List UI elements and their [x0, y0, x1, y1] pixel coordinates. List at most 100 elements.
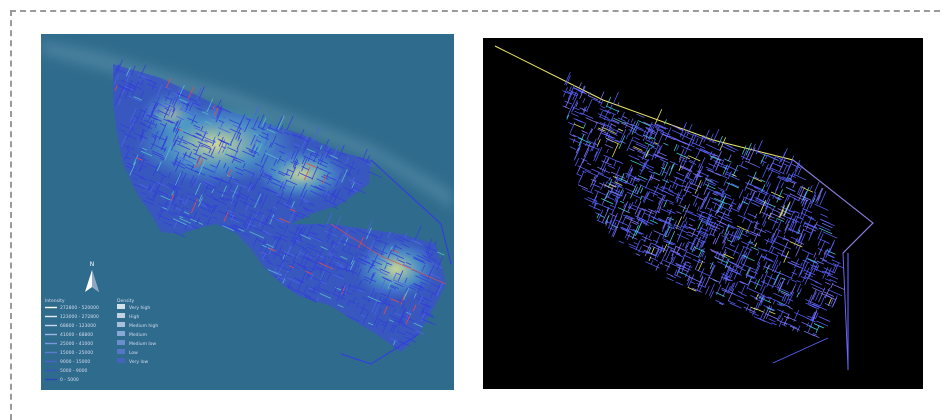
- street-segment: [615, 197, 619, 203]
- street-segment: [652, 208, 659, 221]
- street-segment: [654, 153, 669, 161]
- street-segment: [771, 254, 779, 269]
- street-segment: [712, 159, 718, 169]
- street-segment: [250, 174, 255, 178]
- street-segment: [170, 108, 176, 118]
- street-segment: [372, 319, 377, 328]
- street-segment: [609, 227, 614, 231]
- street-segment: [632, 228, 645, 235]
- street-segment: [184, 207, 189, 210]
- street-segment: [631, 121, 639, 135]
- street-segment: [152, 164, 159, 177]
- street-segment: [312, 232, 319, 236]
- street-segment: [817, 233, 824, 246]
- street-segment: [595, 146, 603, 162]
- street-segment: [156, 213, 170, 221]
- street-segment: [273, 236, 277, 241]
- street-segment: [370, 272, 375, 279]
- street-segment: [670, 249, 681, 255]
- street-segment: [810, 257, 817, 271]
- street-segment: [218, 139, 227, 144]
- street-segment: [562, 105, 570, 110]
- street-segment: [193, 124, 201, 129]
- street-segment: [195, 217, 200, 225]
- street-segment: [240, 193, 249, 198]
- street-segment: [364, 244, 368, 250]
- street-segment: [810, 185, 813, 190]
- street-segment: [252, 178, 259, 191]
- street-segment: [734, 281, 739, 288]
- street-segment: [333, 274, 345, 280]
- street-segment: [232, 158, 242, 164]
- street-segment: [777, 309, 790, 316]
- street-segment: [795, 235, 803, 249]
- street-segment: [125, 67, 131, 77]
- street-segment: [649, 175, 653, 181]
- street-segment: [393, 279, 407, 287]
- street-segment: [763, 261, 768, 270]
- street-segment: [380, 320, 387, 324]
- street-segment: [585, 139, 589, 147]
- street-segment: [275, 232, 289, 239]
- street-segment: [272, 252, 277, 260]
- street-segment: [574, 110, 583, 115]
- street-segment: [292, 261, 308, 269]
- street-segment: [308, 287, 313, 291]
- street-segment: [789, 171, 794, 182]
- street-segment: [393, 245, 403, 250]
- street-segment: [803, 330, 815, 337]
- street-segment: [198, 161, 206, 176]
- street-segment: [658, 144, 663, 154]
- street-segment: [708, 223, 721, 230]
- street-segment: [402, 263, 412, 269]
- street-segment: [707, 169, 714, 173]
- street-segment: [721, 192, 731, 197]
- street-segment: [770, 212, 786, 220]
- street-segment: [567, 92, 572, 100]
- street-segment: [193, 102, 201, 107]
- street-segment: [715, 299, 725, 305]
- street-segment: [773, 230, 780, 243]
- street-segment: [633, 177, 640, 181]
- street-segment: [732, 164, 739, 177]
- street-segment: [383, 263, 391, 268]
- street-segment: [666, 199, 674, 204]
- street-segment: [419, 281, 427, 286]
- street-segment: [169, 97, 173, 105]
- street-segment: [782, 148, 788, 158]
- street-segment: [742, 196, 752, 201]
- street-segment: [356, 168, 361, 175]
- street-segment: [732, 243, 739, 257]
- street-segment: [123, 144, 135, 151]
- street-segment: [752, 177, 762, 182]
- street-segment: [760, 179, 766, 183]
- street-segment: [377, 318, 382, 321]
- street-segment: [675, 245, 686, 251]
- street-segment: [802, 208, 813, 214]
- street-segment: [791, 163, 801, 169]
- street-segment: [642, 250, 649, 254]
- street-segment: [771, 322, 777, 326]
- street-segment: [218, 136, 224, 147]
- street-segment: [615, 127, 620, 135]
- street-segment: [736, 229, 742, 241]
- street-segment: [125, 156, 131, 160]
- legend-swatch: [117, 340, 125, 345]
- street-segment: [600, 100, 604, 106]
- street-segment: [754, 227, 767, 233]
- street-segment: [239, 200, 253, 207]
- street-segment: [796, 283, 802, 293]
- street-segment: [320, 246, 328, 250]
- street-segment: [761, 212, 775, 219]
- street-segment: [303, 208, 310, 212]
- street-segment: [728, 279, 734, 282]
- street-segment: [828, 239, 836, 254]
- street-segment: [776, 156, 791, 164]
- street-segment: [812, 303, 828, 311]
- street-segment: [676, 267, 681, 276]
- street-segment: [619, 200, 625, 204]
- street-segment: [351, 262, 358, 275]
- street-segment: [820, 213, 828, 218]
- street-segment: [163, 221, 173, 227]
- street-segment: [710, 266, 714, 274]
